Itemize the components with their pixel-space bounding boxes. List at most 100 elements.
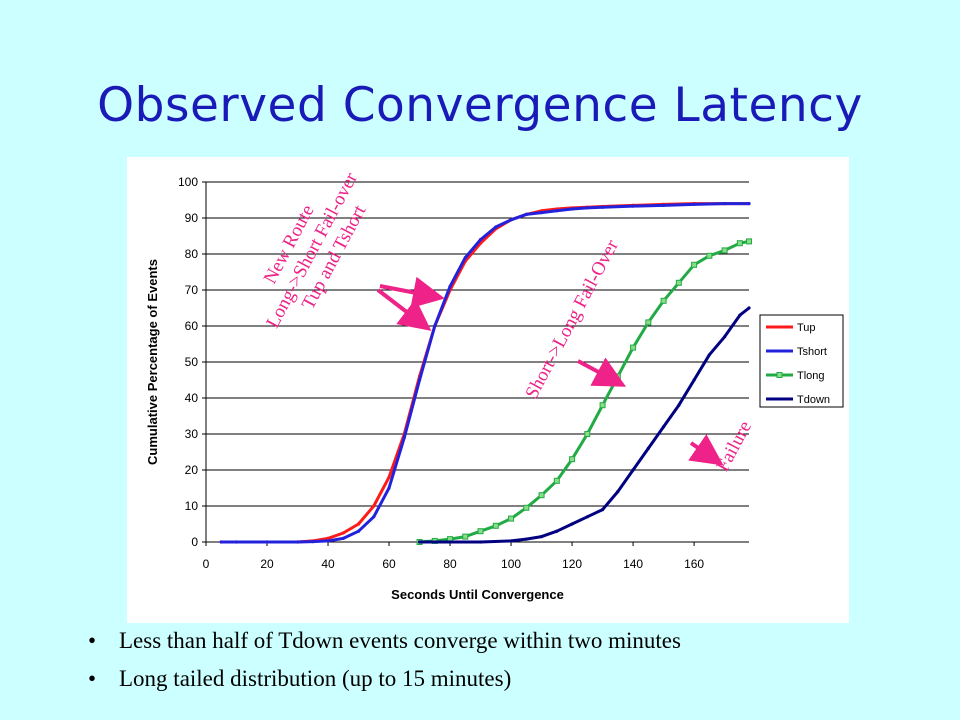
x-tick-label: 20: [260, 557, 274, 571]
y-tick-label: 50: [185, 355, 199, 369]
y-tick-label: 90: [185, 211, 199, 225]
annotation-arrow: [379, 276, 445, 309]
data-point: [584, 431, 591, 437]
data-point: [570, 522, 574, 526]
data-point: [555, 529, 559, 533]
x-tick-label: 120: [562, 557, 582, 571]
data-point: [645, 319, 652, 326]
series-tshort: [219, 202, 751, 544]
data-point: [661, 203, 666, 207]
annotation-arrow: [577, 357, 627, 387]
data-point: [539, 211, 544, 215]
x-tick-label: 140: [623, 557, 643, 571]
legend-box: [759, 314, 844, 408]
data-point: [341, 536, 345, 540]
data-point: [433, 324, 437, 328]
data-point: [600, 205, 605, 209]
data-point: [509, 218, 513, 222]
bullet-text: Long tailed distribution (up to 15 minut…: [119, 666, 512, 691]
bullet-item: • Less than half of Tdown events converg…: [88, 626, 948, 664]
data-point: [524, 537, 528, 541]
data-point: [736, 240, 743, 247]
bullet-item: • Long tailed distribution (up to 15 min…: [88, 664, 948, 702]
data-point: [747, 202, 751, 206]
data-point: [555, 209, 559, 213]
data-point: [600, 508, 605, 512]
data-point: [508, 515, 515, 522]
data-point: [569, 456, 576, 463]
data-point: [265, 540, 269, 544]
data-point: [417, 540, 422, 544]
data-point: [599, 402, 606, 409]
data-point: [509, 539, 513, 543]
y-axis-title: Cumulative Percentage of Events: [145, 259, 160, 465]
x-tick-label: 80: [443, 557, 457, 571]
bullet-glyph: •: [88, 628, 97, 653]
data-point: [661, 425, 666, 429]
slide-title: Observed Convergence Latency: [97, 78, 863, 133]
data-point: [538, 492, 545, 499]
y-tick-label: 30: [185, 427, 199, 441]
x-tick-label: 100: [501, 557, 521, 571]
y-tick-label: 100: [178, 175, 198, 189]
data-point: [326, 536, 330, 540]
data-point: [722, 335, 727, 339]
data-point: [631, 204, 635, 208]
data-point: [585, 206, 589, 210]
x-axis-title: Seconds Until Convergence: [391, 587, 564, 602]
data-point: [448, 284, 452, 288]
y-tick-label: 40: [185, 391, 199, 405]
bullet-text: Less than half of Tdown events converge …: [119, 628, 681, 653]
data-point: [721, 247, 728, 254]
legend-entry: Tshort: [797, 346, 827, 358]
data-point: [219, 540, 223, 544]
data-point: [616, 490, 620, 494]
data-point: [326, 539, 330, 543]
series-line: [418, 306, 751, 544]
y-tick-label: 80: [185, 247, 199, 261]
data-point: [462, 533, 469, 540]
bullet-list: • Less than half of Tdown events converg…: [88, 626, 948, 702]
data-point: [691, 261, 698, 268]
data-point: [311, 540, 315, 544]
data-point: [523, 504, 530, 511]
series-tdown: [417, 306, 751, 544]
data-point: [570, 207, 574, 211]
data-point: [524, 212, 528, 216]
data-point: [478, 238, 483, 242]
data-point: [738, 313, 742, 317]
data-point: [707, 353, 711, 357]
data-point: [477, 528, 484, 535]
annotation-text: Failure: [712, 418, 756, 475]
legend-entry: Tup: [797, 322, 816, 334]
data-point: [402, 436, 406, 440]
data-point: [295, 540, 300, 544]
data-point: [675, 279, 682, 286]
bullet-glyph: •: [88, 666, 97, 691]
legend-marker: [776, 372, 783, 378]
data-point: [492, 522, 499, 529]
x-tick-label: 0: [203, 557, 210, 571]
data-point: [463, 256, 467, 260]
x-tick-label: 60: [382, 557, 396, 571]
data-point: [494, 225, 498, 229]
data-point: [478, 540, 483, 544]
data-point: [660, 297, 667, 304]
data-point: [539, 535, 544, 539]
data-point: [356, 522, 361, 526]
y-tick-label: 10: [185, 499, 199, 513]
data-point: [692, 202, 696, 206]
data-point: [631, 468, 635, 472]
data-point: [614, 373, 621, 380]
legend: Tup Tshort Tlong Tdown: [759, 314, 844, 408]
data-point: [692, 378, 696, 382]
data-point: [585, 515, 589, 519]
data-point: [234, 540, 239, 544]
annotation-arrow: [688, 434, 724, 466]
data-point: [387, 475, 391, 479]
y-tick-label: 20: [185, 463, 199, 477]
data-point: [630, 344, 637, 351]
convergence-chart: 0 10 20 30 40 50 60 70 80 90 100 0 20 40 60 80 100 120 140…: [145, 169, 844, 602]
data-point: [341, 531, 345, 535]
legend-entry: Tdown: [797, 394, 830, 406]
